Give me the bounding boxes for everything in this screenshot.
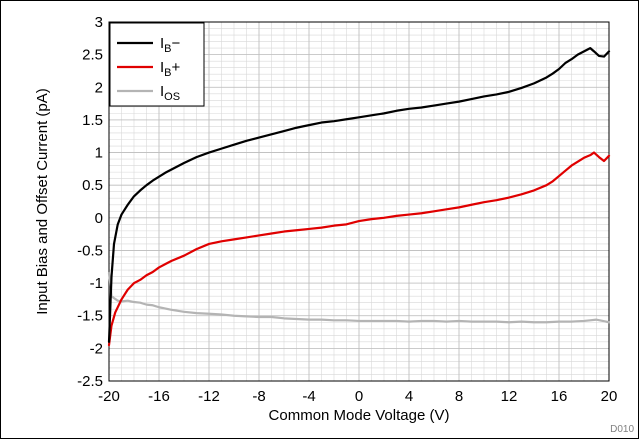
figure-id: D010 xyxy=(610,424,634,435)
legend-label-1: IB+ xyxy=(160,59,181,79)
y-tick-label: 2 xyxy=(95,79,103,96)
x-tick-labels: -20 -16 -12 -8 -4 0 4 8 12 16 20 xyxy=(98,388,617,405)
y-tick-label: 0 xyxy=(95,210,103,227)
x-tick-label: -16 xyxy=(148,388,170,405)
x-tick-label: 16 xyxy=(551,388,568,405)
y-tick-label: 3 xyxy=(95,14,103,31)
x-tick-label: -4 xyxy=(302,388,315,405)
y-tick-label: 1.5 xyxy=(82,112,103,129)
series-lines xyxy=(107,47,611,347)
x-tick-label: -8 xyxy=(252,388,265,405)
legend-box xyxy=(109,22,205,107)
x-tick-label: 12 xyxy=(501,388,518,405)
x-axis-title: Common Mode Voltage (V) xyxy=(269,407,450,424)
series-line-2 xyxy=(107,272,611,324)
y-tick-label: 1 xyxy=(95,145,103,162)
x-tick-label: -12 xyxy=(198,388,220,405)
y-axis-title: Input Bias and Offset Current (pA) xyxy=(34,88,51,315)
y-tick-labels: -2.5 -2 -1.5 -1 -0.5 0 0.5 1 1.5 2 2.5 3 xyxy=(77,14,103,390)
plot-area-border xyxy=(108,21,610,382)
x-tick-label: 20 xyxy=(601,388,618,405)
x-tick-label: 0 xyxy=(355,388,363,405)
x-tick-label: -20 xyxy=(98,388,120,405)
y-tick-label: 2.5 xyxy=(82,47,103,64)
y-tick-label: -2.5 xyxy=(77,373,103,390)
legend-label-2: IOS xyxy=(160,83,180,103)
x-tick-label: 8 xyxy=(455,388,463,405)
x-tick-label: 4 xyxy=(405,388,413,405)
y-tick-label: 0.5 xyxy=(82,177,103,194)
legend-label-0: IB− xyxy=(160,35,181,55)
y-tick-label: -0.5 xyxy=(77,242,103,259)
y-tick-label: -1.5 xyxy=(77,308,103,325)
y-tick-label: -2 xyxy=(90,340,103,357)
series-line-0 xyxy=(107,47,611,343)
y-tick-label: -1 xyxy=(90,275,103,292)
series-line-1 xyxy=(107,151,611,347)
legend: IB− IB+ IOS xyxy=(109,22,205,107)
